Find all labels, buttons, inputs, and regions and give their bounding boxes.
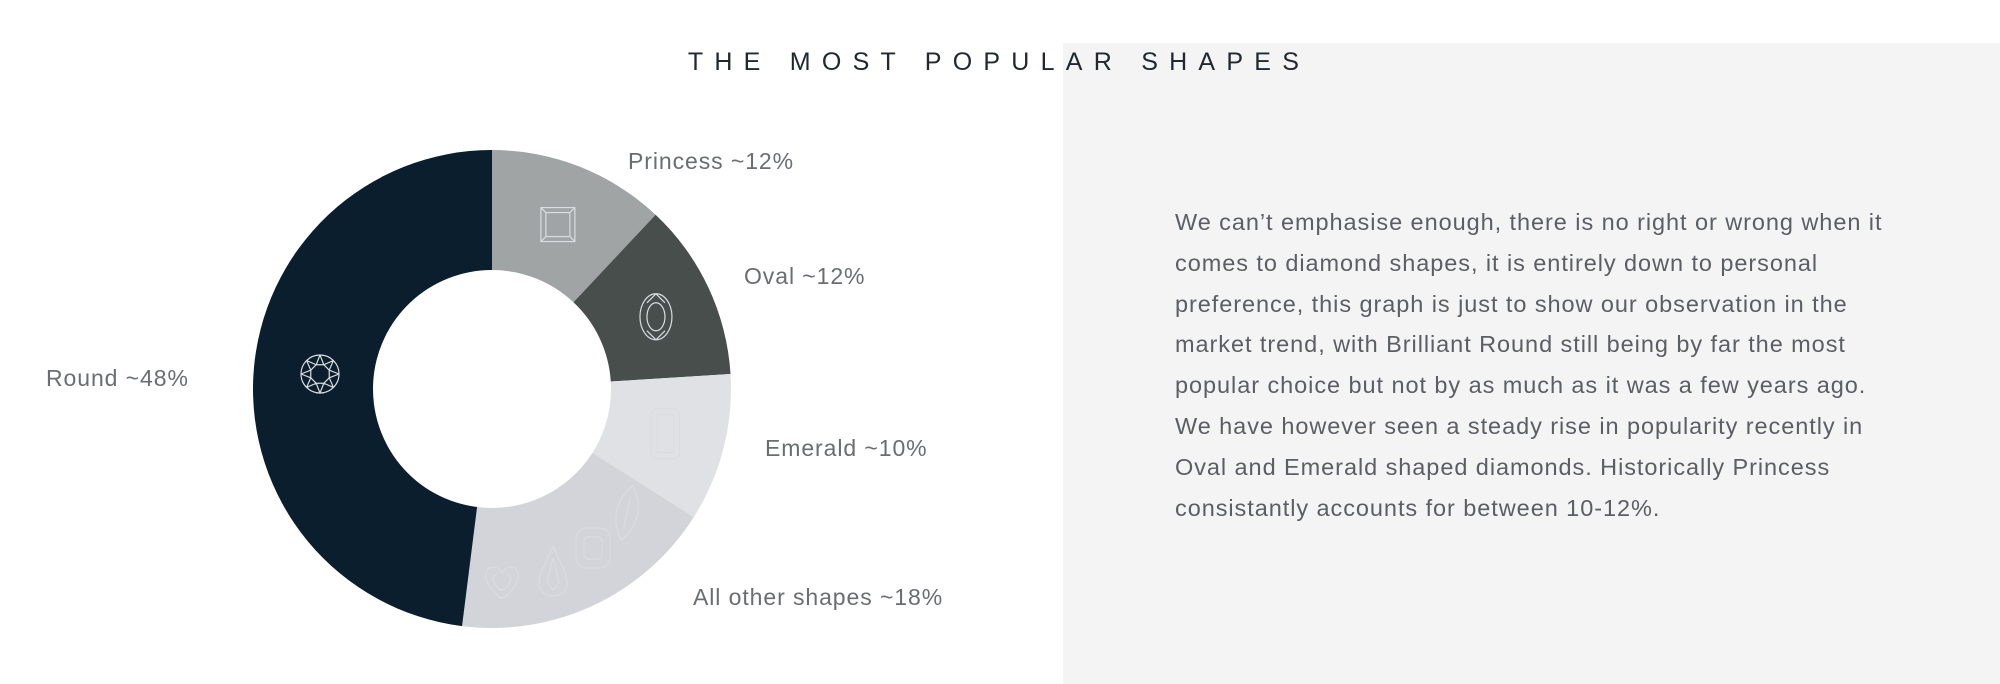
description-text: We can’t emphasise enough, there is no r… xyxy=(1175,209,1883,521)
label-all-other-shapes: All other shapes ~18% xyxy=(693,584,943,610)
slice-princess xyxy=(492,150,656,303)
label-oval: Oval ~12% xyxy=(744,263,865,289)
slice-emerald xyxy=(592,373,731,518)
page-title: THE MOST POPULAR SHAPES xyxy=(687,48,1311,76)
round-brilliant-icon xyxy=(300,354,340,394)
label-round: Round ~48% xyxy=(46,365,189,391)
emerald-cut-icon xyxy=(650,407,680,460)
other-cuts-icon xyxy=(485,484,639,600)
slice-all-other-shapes xyxy=(462,452,694,628)
princess-cut-icon xyxy=(540,206,576,243)
label-princess: Princess ~12% xyxy=(628,148,794,174)
label-emerald: Emerald ~10% xyxy=(765,435,928,461)
slice-round xyxy=(252,149,492,627)
oval-cut-icon xyxy=(639,293,673,341)
donut-chart: Princess ~12% Oval ~12% Emerald ~10% All ot… xyxy=(46,148,943,628)
description-panel xyxy=(1063,43,2000,684)
